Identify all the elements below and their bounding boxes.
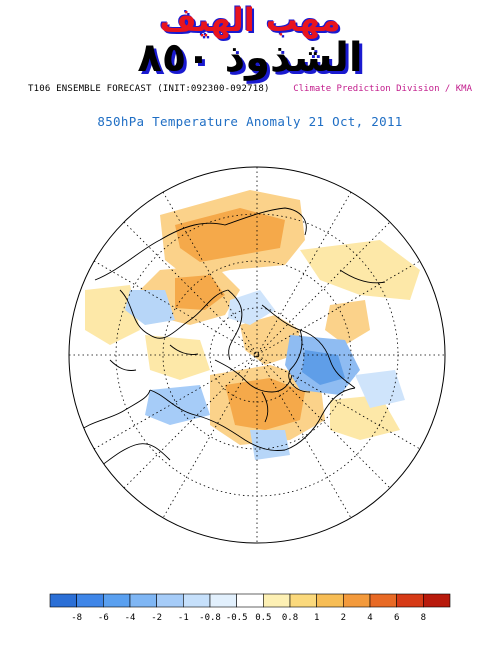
colorbar-swatch [316, 593, 344, 608]
cold-anomaly-europe-core [302, 350, 345, 385]
colorbar-swatch [49, 593, 77, 608]
colorbar-tick-label: -0.8 [199, 613, 221, 623]
map-boundary [68, 166, 446, 544]
graticule [69, 167, 445, 543]
colorbar-tick-label: 0.8 [282, 613, 298, 623]
colorbar-tick-label: -2 [151, 613, 162, 623]
cold-anomaly-atlantic [355, 370, 405, 408]
credit-label: Climate Prediction Division / KMA [293, 84, 472, 94]
colorbar-tick-label: -1 [178, 613, 189, 623]
warm-anomaly-siberia-core [175, 208, 285, 262]
warm-anomaly-pacific [145, 335, 210, 380]
colorbar-tick-label: -4 [125, 613, 136, 623]
colorbar-tick-label: 0.5 [255, 613, 271, 623]
colorbar-tick-label: 2 [341, 613, 346, 623]
warm-anomaly-east-asia-core [175, 275, 225, 310]
colorbar-tick-label: 8 [421, 613, 426, 623]
map-title: 850hPa Temperature Anomaly 21 Oct, 2011 [97, 114, 403, 129]
colorbar-swatch [156, 593, 184, 608]
warm-anomaly-atlantic [300, 240, 420, 300]
colorbar-swatch [289, 593, 317, 608]
colorbar-swatch [76, 593, 104, 608]
cold-anomaly-hudson [250, 430, 290, 460]
colorbar-swatch [103, 593, 131, 608]
colorbar-swatch [183, 593, 211, 608]
colorbar-tick-label: 4 [367, 613, 372, 623]
forecast-model-label: T106 ENSEMBLE FORECAST (INIT:092300-0927… [28, 84, 270, 94]
colorbar-swatch [209, 593, 237, 608]
colorbar-tick-label: 6 [394, 613, 399, 623]
colorbar-swatch [396, 593, 424, 608]
colorbar-swatch [369, 593, 397, 608]
anomaly-field [69, 167, 445, 543]
polar-anomaly-map [68, 166, 446, 544]
cold-anomaly-arctic [228, 290, 275, 325]
colorbar-tick-label: -8 [71, 613, 82, 623]
colorbar-tick-label: -6 [98, 613, 109, 623]
colorbar-swatch [343, 593, 371, 608]
warm-anomaly-na-core [225, 378, 305, 430]
colorbar-swatch [263, 593, 291, 608]
warm-anomaly-west [85, 285, 140, 345]
colorbar-tick-label: 1 [314, 613, 319, 623]
watermark-line-2: الشذوذ ٨٥٠ [137, 35, 363, 81]
colorbar-swatch [236, 593, 264, 608]
warm-anomaly-south [330, 395, 400, 440]
colorbar-tick-label: -0.5 [226, 613, 248, 623]
warm-anomaly-europe [325, 300, 370, 345]
colorbar: -8 -6 -4 -2 -1 -0.8 -0.5 0.5 0.8 1 2 4 6 8 [49, 593, 451, 623]
cold-anomaly-north-pacific [125, 290, 175, 325]
watermark-line-1: مهب الهيف [159, 1, 341, 39]
colorbar-swatch [129, 593, 157, 608]
colorbar-swatch [423, 593, 451, 608]
coastlines [74, 207, 386, 471]
